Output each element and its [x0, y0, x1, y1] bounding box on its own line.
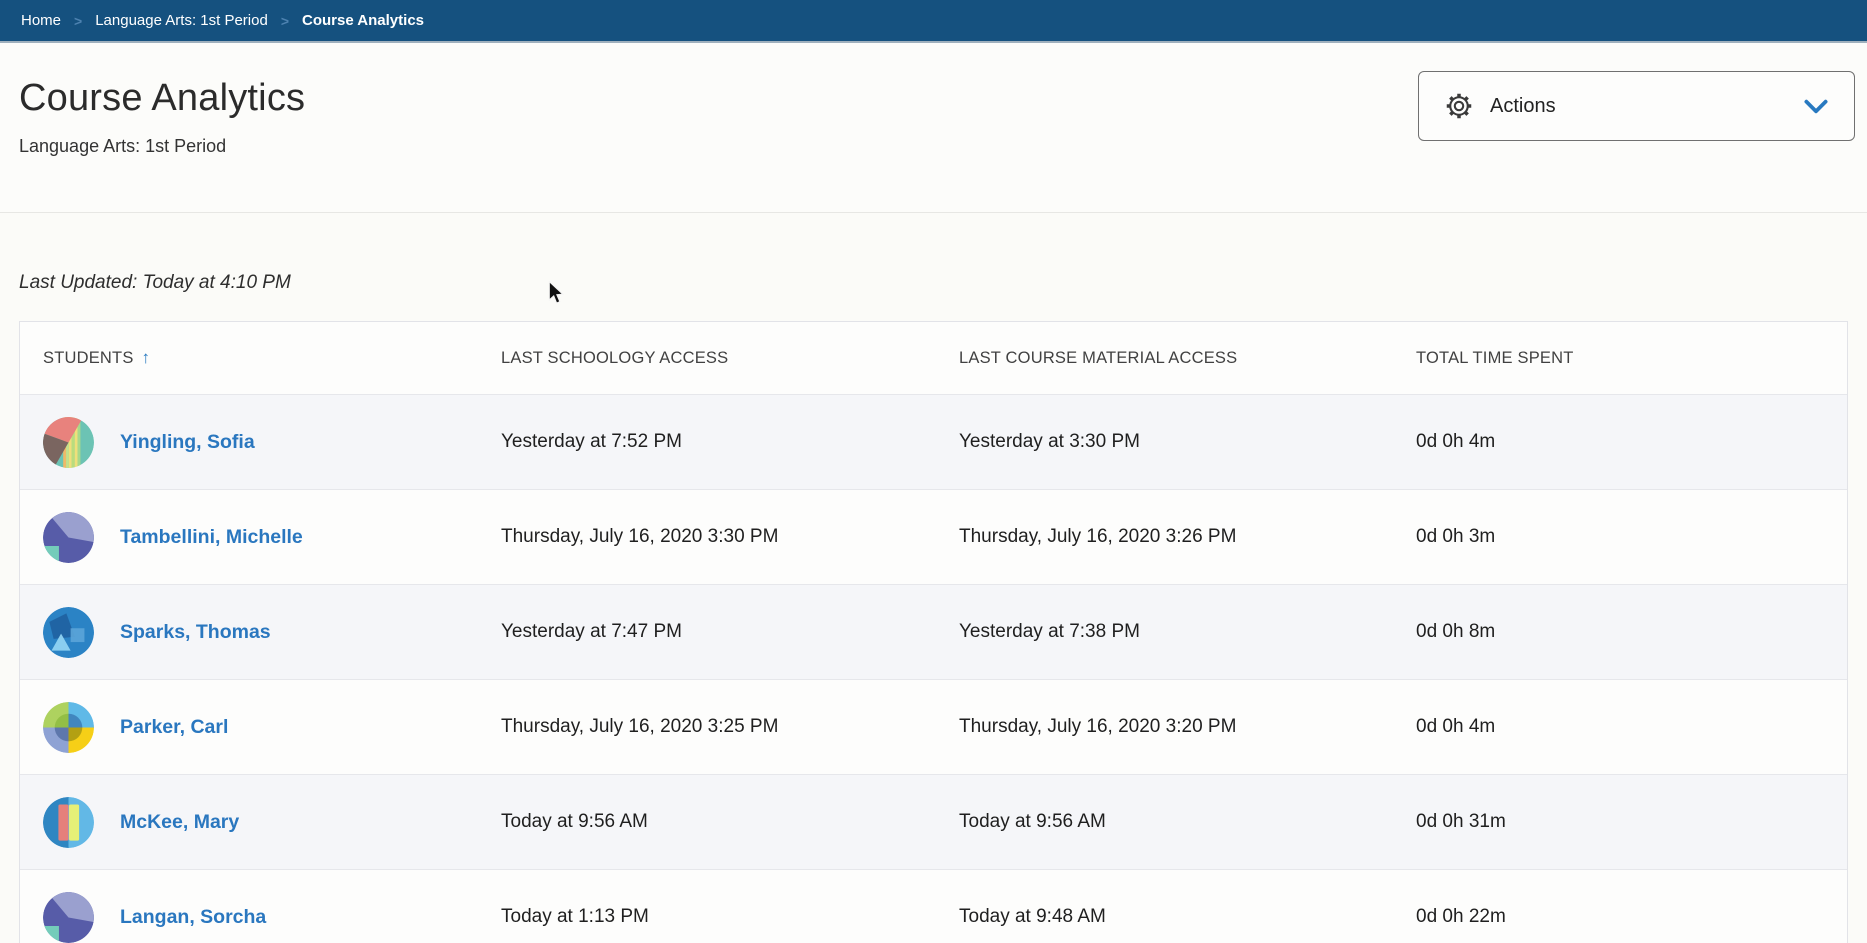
breadcrumb: Home > Language Arts: 1st Period > Cours… [0, 0, 1867, 43]
cell-total-time-spent: 0d 0h 4m [1416, 431, 1496, 452]
students-analytics-table: STUDENTS ↑ LAST SCHOOLOGY ACCESS LAST COU… [19, 321, 1848, 943]
column-header-students[interactable]: STUDENTS ↑ [20, 348, 478, 368]
cell-last-course-material-access: Thursday, July 16, 2020 3:26 PM [959, 526, 1237, 547]
student-name-link[interactable]: Yingling, Sofia [120, 430, 255, 453]
cell-last-schoology-access: Thursday, July 16, 2020 3:30 PM [501, 526, 779, 547]
breadcrumb-item-home[interactable]: Home [21, 12, 62, 29]
column-header-label: LAST COURSE MATERIAL ACCESS [959, 348, 1238, 367]
cell-total-time-spent: 0d 0h 3m [1416, 526, 1496, 547]
cell-last-schoology-access: Yesterday at 7:47 PM [501, 621, 682, 642]
cell-total-time-spent: 0d 0h 8m [1416, 621, 1496, 642]
column-header-total-time-spent[interactable]: TOTAL TIME SPENT [1393, 349, 1847, 368]
student-name-link[interactable]: Langan, Sorcha [120, 905, 267, 928]
breadcrumb-separator-icon: > [280, 12, 290, 29]
column-header-label: STUDENTS [43, 349, 134, 367]
gear-icon [1445, 92, 1473, 120]
student-cell: Tambellini, Michelle [20, 511, 478, 563]
student-name-link[interactable]: Parker, Carl [120, 715, 229, 738]
cell-total-time-spent: 0d 0h 31m [1416, 811, 1506, 832]
actions-button-label: Actions [1490, 94, 1556, 117]
student-avatar[interactable] [43, 511, 94, 563]
page-subtitle: Language Arts: 1st Period [19, 136, 227, 156]
student-avatar[interactable] [43, 606, 94, 658]
breadcrumb-item-course[interactable]: Language Arts: 1st Period [95, 12, 268, 29]
student-cell: Parker, Carl [20, 701, 478, 753]
column-header-label: LAST SCHOOLOGY ACCESS [501, 348, 729, 367]
student-name-link[interactable]: Tambellini, Michelle [120, 525, 303, 548]
table-row: Langan, Sorcha Today at 1:13 PM Today at… [20, 869, 1847, 943]
cell-last-course-material-access: Thursday, July 16, 2020 3:20 PM [959, 716, 1237, 737]
student-avatar[interactable] [43, 416, 94, 468]
breadcrumb-item-current: Course Analytics [302, 12, 425, 29]
cell-total-time-spent: 0d 0h 22m [1416, 906, 1506, 927]
last-updated-text: Last Updated: Today at 4:10 PM [19, 272, 291, 293]
cell-last-course-material-access: Today at 9:56 AM [959, 811, 1106, 832]
student-cell: Yingling, Sofia [20, 416, 478, 468]
student-avatar[interactable] [43, 796, 94, 848]
cell-last-course-material-access: Yesterday at 7:38 PM [959, 621, 1140, 642]
table-row: Tambellini, Michelle Thursday, July 16, … [20, 489, 1847, 584]
page-title: Course Analytics [19, 77, 306, 119]
student-cell: Sparks, Thomas [20, 606, 478, 658]
cell-last-course-material-access: Today at 9:48 AM [959, 906, 1106, 927]
student-name-link[interactable]: McKee, Mary [120, 810, 240, 833]
column-header-last-course-material-access[interactable]: LAST COURSE MATERIAL ACCESS [936, 349, 1393, 368]
page-header: Course Analytics Language Arts: 1st Peri… [0, 43, 1867, 213]
student-cell: Langan, Sorcha [20, 891, 478, 943]
student-avatar[interactable] [43, 891, 94, 943]
table-header-row: STUDENTS ↑ LAST SCHOOLOGY ACCESS LAST COU… [20, 322, 1847, 394]
student-cell: McKee, Mary [20, 796, 478, 848]
column-header-label: TOTAL TIME SPENT [1416, 348, 1574, 367]
table-row: Sparks, Thomas Yesterday at 7:47 PM Yest… [20, 584, 1847, 679]
column-header-last-schoology-access[interactable]: LAST SCHOOLOGY ACCESS [478, 349, 936, 368]
table-row: McKee, Mary Today at 9:56 AM Today at 9:… [20, 774, 1847, 869]
student-avatar[interactable] [43, 701, 94, 753]
cell-total-time-spent: 0d 0h 4m [1416, 716, 1496, 737]
cell-last-schoology-access: Today at 1:13 PM [501, 906, 649, 927]
analytics-content: Last Updated: Today at 4:10 PM STUDENTS ↑… [0, 272, 1867, 943]
sort-ascending-arrow-icon: ↑ [141, 348, 151, 367]
chevron-down-icon [1804, 99, 1828, 114]
student-name-link[interactable]: Sparks, Thomas [120, 620, 271, 643]
cell-last-schoology-access: Today at 9:56 AM [501, 811, 648, 832]
cell-last-schoology-access: Yesterday at 7:52 PM [501, 431, 682, 452]
actions-button[interactable]: Actions [1418, 71, 1855, 141]
table-row: Parker, Carl Thursday, July 16, 2020 3:2… [20, 679, 1847, 774]
breadcrumb-separator-icon: > [74, 12, 83, 29]
table-body: Yingling, Sofia Yesterday at 7:52 PM Yes… [20, 394, 1847, 943]
cell-last-schoology-access: Thursday, July 16, 2020 3:25 PM [501, 716, 779, 737]
table-row: Yingling, Sofia Yesterday at 7:52 PM Yes… [20, 394, 1847, 489]
cell-last-course-material-access: Yesterday at 3:30 PM [959, 431, 1140, 452]
